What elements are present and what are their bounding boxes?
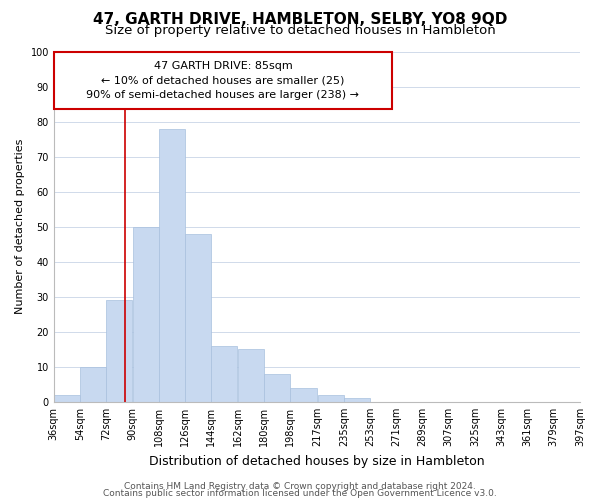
Text: Contains HM Land Registry data © Crown copyright and database right 2024.: Contains HM Land Registry data © Crown c… xyxy=(124,482,476,491)
Text: 47 GARTH DRIVE: 85sqm
← 10% of detached houses are smaller (25)
90% of semi-deta: 47 GARTH DRIVE: 85sqm ← 10% of detached … xyxy=(86,61,359,100)
Bar xyxy=(133,226,158,402)
Bar xyxy=(238,350,263,402)
Text: Size of property relative to detached houses in Hambleton: Size of property relative to detached ho… xyxy=(104,24,496,37)
Bar xyxy=(290,388,317,402)
Bar xyxy=(159,128,185,402)
Bar xyxy=(264,374,290,402)
Bar xyxy=(80,367,106,402)
Bar xyxy=(106,300,133,402)
Bar xyxy=(54,52,392,110)
Bar xyxy=(54,395,80,402)
Text: Contains public sector information licensed under the Open Government Licence v3: Contains public sector information licen… xyxy=(103,490,497,498)
Text: 47, GARTH DRIVE, HAMBLETON, SELBY, YO8 9QD: 47, GARTH DRIVE, HAMBLETON, SELBY, YO8 9… xyxy=(93,12,507,28)
Bar xyxy=(318,395,344,402)
Y-axis label: Number of detached properties: Number of detached properties xyxy=(15,139,25,314)
Bar xyxy=(344,398,370,402)
Bar xyxy=(211,346,238,402)
X-axis label: Distribution of detached houses by size in Hambleton: Distribution of detached houses by size … xyxy=(149,454,485,468)
Bar xyxy=(185,234,211,402)
